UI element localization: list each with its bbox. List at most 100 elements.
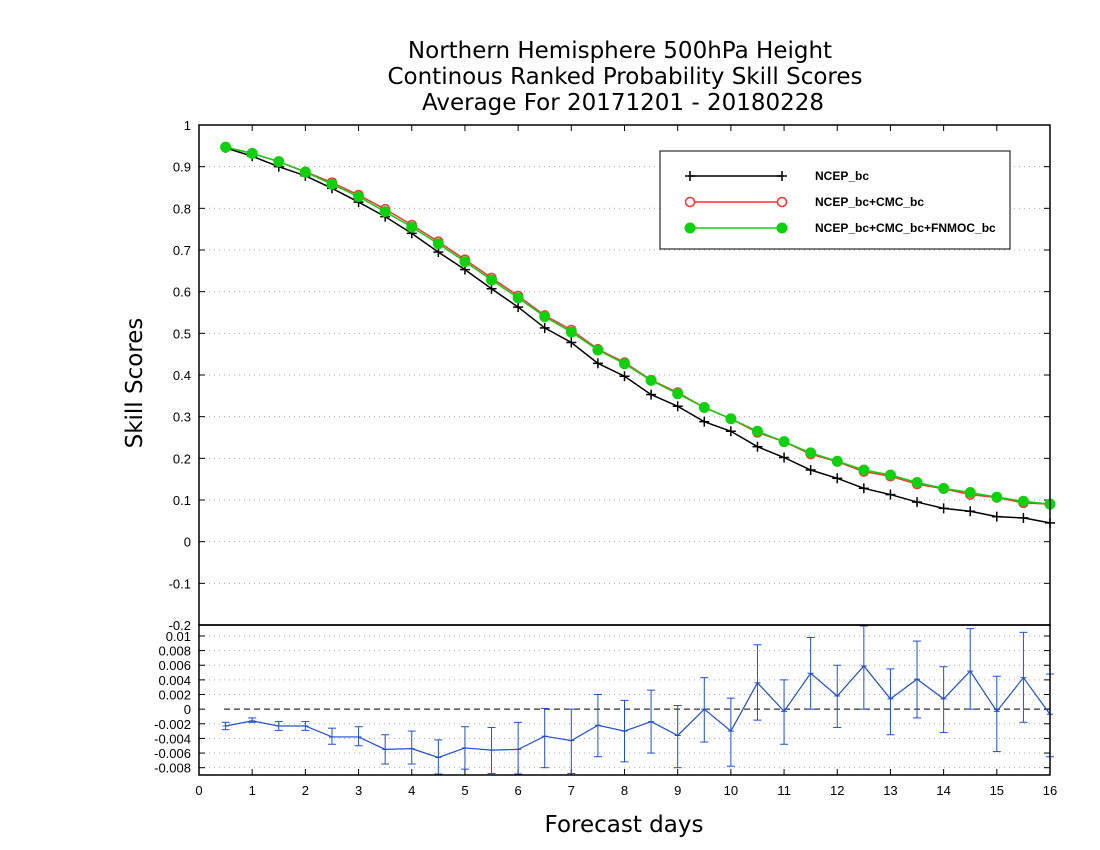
x-tick-label: 13 [883,783,897,798]
point-ncep-cmc-fnmoc [539,311,551,323]
series-difference [221,625,1054,775]
point-ncep-cmc-fnmoc [672,388,684,400]
error-bar [567,708,576,775]
legend-marker-end-ncep-cmc-fnmoc [776,222,788,234]
point-ncep-cmc-fnmoc [432,238,444,250]
top-y-tick-label: 0.7 [173,243,191,258]
point-ncep-bc [619,371,630,382]
point-ncep-cmc-fnmoc [1017,495,1029,507]
point-ncep-cmc-fnmoc [619,358,630,370]
point-ncep-bc [858,483,869,494]
point-ncep-cmc-fnmoc [805,447,817,459]
series-line-ncep-bc [225,147,1051,524]
bottom-y-tick-label: -0.006 [154,746,191,761]
x-tick-label: 1 [249,783,256,798]
top-panel-series [220,141,1056,528]
error-bar [274,721,283,731]
legend-label-ncep-cmc-fnmoc: NCEP_bc+CMC_bc+FNMOC_bc [815,221,996,235]
top-y-tick-label: 0.9 [173,160,191,175]
point-ncep-cmc-fnmoc [751,425,763,437]
legend-label-ncep-bc: NCEP_bc [815,169,869,183]
error-bar [913,640,922,719]
bottom-y-tick-label: 0.002 [158,688,191,703]
point-ncep-cmc-fnmoc [938,482,950,494]
point-ncep-cmc-fnmoc [246,147,258,159]
x-tick-label: 7 [568,783,575,798]
chart-title-line-1: Northern Hemisphere 500hPa Height [408,38,832,64]
point-ncep-cmc-fnmoc [592,344,604,356]
bottom-y-tick-label: 0.006 [158,658,191,673]
point-ncep-cmc-fnmoc [698,402,710,413]
legend-marker-start-ncep-bc [685,171,695,181]
error-bar [381,734,390,765]
error-bar [780,679,789,745]
x-tick-label: 15 [990,783,1004,798]
point-ncep-cmc-fnmoc [778,436,790,448]
error-bar [966,628,975,710]
top-y-tick-label: 0.8 [173,201,191,216]
point-ncep-cmc-fnmoc [831,455,843,467]
series-ncep-cmc-fnmoc [220,141,1056,510]
top-y-tick-label: 1 [184,118,191,133]
bottom-panel-frame [198,624,1051,776]
top-y-tick-label: 0.4 [173,368,191,383]
point-ncep-cmc-fnmoc [725,413,737,425]
top-y-tick-label: 0.6 [173,285,191,300]
error-bar [434,739,443,775]
point-ncep-bc [991,511,1002,522]
point-ncep-cmc-fnmoc [459,256,471,268]
error-bar [647,689,656,754]
chart-title-line-3: Average For 20171201 - 20180228 [422,90,824,116]
top-y-tick-label: 0.3 [173,410,191,425]
top-y-tick-label: 0.2 [173,451,191,466]
bottom-panel-series [221,625,1054,775]
point-ncep-bc [592,358,603,369]
bottom-y-tick-label: 0.008 [158,644,191,659]
error-bar [221,721,230,731]
error-bar [327,727,336,745]
x-tick-label: 6 [515,783,522,798]
error-bar [673,704,682,769]
point-ncep-cmc-fnmoc [353,191,365,203]
x-tick-label: 10 [724,783,738,798]
error-bar [726,697,735,767]
top-y-tick-label: 0.1 [173,493,191,508]
x-tick-label: 2 [302,783,309,798]
point-ncep-bc [539,322,550,333]
top-y-tick-label: -0.1 [169,576,191,591]
point-ncep-cmc-fnmoc [220,141,232,153]
point-ncep-cmc-fnmoc [858,464,870,476]
top-y-tick-label: 0.5 [173,326,191,341]
point-ncep-cmc-fnmoc [406,221,418,233]
error-bar [540,707,549,769]
legend-marker-start-ncep-cmc [684,196,696,208]
legend: NCEP_bc NCEP_bc+CMC_bc NCEP_bc+CMC_bc+FNMO… [659,150,1011,250]
error-bar [514,721,523,775]
point-ncep-cmc-fnmoc [512,292,524,304]
point-ncep-bc [938,503,949,514]
error-bar [1019,631,1028,723]
x-tick-label: 9 [674,783,681,798]
error-bar [859,625,868,710]
bottom-y-tick-label: -0.004 [154,731,191,746]
point-ncep-bc [912,497,923,508]
x-tick-label: 4 [408,783,415,798]
x-tick-label: 12 [830,783,844,798]
point-ncep-cmc-fnmoc [964,487,976,498]
point-ncep-bc [805,465,816,475]
error-bar [301,721,310,731]
point-ncep-cmc-fnmoc [645,374,657,386]
error-bar [248,717,257,723]
point-ncep-bc [566,337,577,348]
top-panel-y-ticks: -0.2 -0.1 0 0.1 0.2 0.3 0.4 0.5 0.6 0.7 0.8 0.9 1 [169,118,1050,633]
point-ncep-bc [672,401,683,412]
point-ncep-bc [779,452,790,463]
x-tick-label: 3 [355,783,362,798]
legend-label-ncep-cmc: NCEP_bc+CMC_bc [815,195,924,209]
point-ncep-cmc-fnmoc [565,326,577,338]
point-ncep-bc [832,473,843,484]
legend-marker-start-ncep-cmc-fnmoc [684,222,696,234]
error-bar [620,699,629,763]
point-ncep-cmc-fnmoc [884,469,896,481]
